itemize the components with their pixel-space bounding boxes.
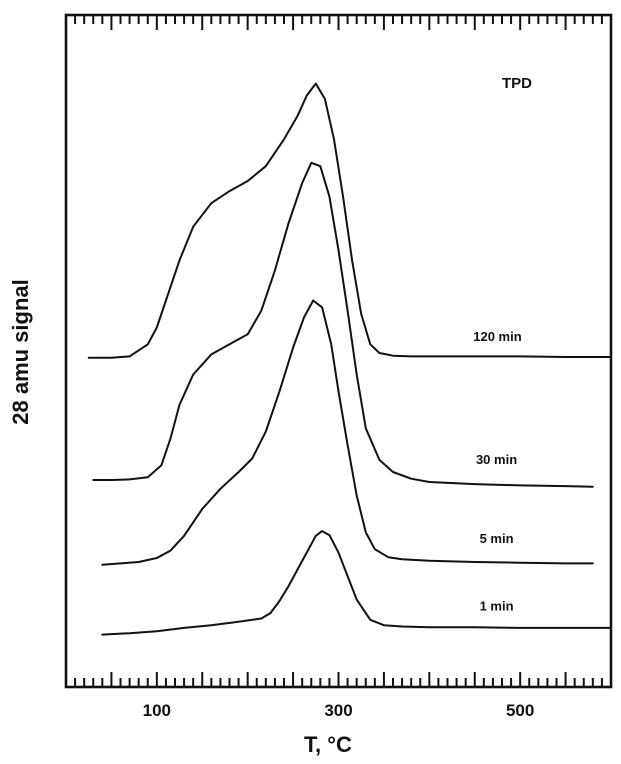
series-line (92, 161, 594, 488)
tpd-annotation: TPD (502, 75, 532, 92)
x-tick-label: 500 (506, 701, 534, 720)
top-axis-ticks (74, 15, 603, 30)
series-label: 30 min (476, 452, 517, 467)
series-lines (87, 82, 612, 636)
series-label: 1 min (480, 598, 514, 613)
series-line (101, 299, 594, 566)
x-axis-title: T, °C (304, 732, 352, 757)
series-line (101, 530, 612, 636)
x-tick-label: 100 (143, 701, 171, 720)
bottom-axis-ticks (74, 672, 603, 687)
series-line (87, 82, 612, 359)
y-axis-title: 28 amu signal (8, 279, 33, 425)
x-tick-label: 300 (324, 701, 352, 720)
series-label: 120 min (473, 329, 521, 344)
x-tick-labels: 100 300 500 (143, 701, 535, 720)
plot-frame (64, 13, 613, 689)
series-label: 5 min (480, 531, 514, 546)
series-labels: 120 min 30 min 5 min 1 min (473, 329, 521, 613)
